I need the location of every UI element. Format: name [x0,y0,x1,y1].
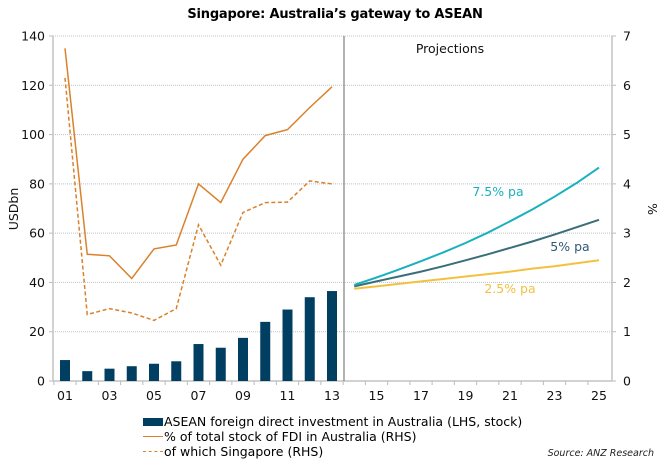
y2-axis-title: % [645,203,660,215]
bar-06 [171,361,182,381]
source-note: Source: ANZ Research [547,448,654,459]
y-tick-label: 20 [29,324,45,339]
y-axis-title: USDbn [6,188,21,231]
bar-07 [193,344,204,381]
y2-tick-label: 1 [623,324,631,339]
line-singapore-share [64,77,333,322]
x-tick-label: 17 [413,388,429,403]
bar-02 [82,371,93,381]
projection-line-5-pa [354,218,600,288]
x-tick-label: 19 [458,388,474,403]
bar-11 [282,309,293,381]
y-tick-label: 100 [21,127,45,142]
y2-tick-label: 3 [623,226,631,241]
x-tick-label: 01 [57,388,73,403]
y2-tick-label: 0 [623,374,631,389]
y-tick-label: 140 [21,29,45,44]
legend-item-asean-fdi: ASEAN foreign direct investment in Austr… [143,414,522,429]
bar-13 [327,291,337,381]
legend-bar-swatch [143,417,163,426]
y-tick-label: 60 [29,226,45,241]
legend-label: of which Singapore (RHS) [164,444,324,459]
bar-04 [126,366,137,381]
x-tick-label: 11 [280,388,296,403]
projection-line-7-5-pa [353,166,600,286]
annotation-5-pa: 5% pa [550,239,589,254]
bar-series [60,291,337,381]
bar-03 [104,368,115,381]
x-tick-label: 21 [502,388,518,403]
bar-01 [60,360,70,381]
x-tick-label: 23 [547,388,563,403]
y2-tick-label: 4 [623,176,631,191]
chart-title: Singapore: Australia’s gateway to ASEAN [187,7,483,22]
line-series [64,48,600,322]
legend-label: % of total stock of FDI in Australia (RH… [164,429,417,444]
x-tick-label: 05 [146,388,162,403]
x-tick-label: 25 [591,388,607,403]
y-tick-label: 40 [29,275,45,290]
y-tick-label: 0 [37,374,45,389]
projection-line-2-5-pa [354,259,600,290]
legend-label: ASEAN foreign direct investment in Austr… [164,414,523,429]
bar-05 [149,363,159,381]
legend-dashed-swatch [143,451,163,452]
y-tick-label: 120 [21,78,45,93]
y2-tick-label: 5 [623,127,631,142]
y2-tick-label: 2 [623,275,631,290]
x-tick-label: 15 [369,388,385,403]
x-tick-label: 07 [191,388,207,403]
y-tick-label: 80 [29,176,45,191]
bar-12 [304,297,315,381]
annotation-7-5-pa: 7.5% pa [472,184,523,199]
y2-tick-label: 7 [623,29,631,44]
legend: ASEAN foreign direct investment in Austr… [143,414,522,459]
bar-10 [260,321,271,381]
legend-item-singapore: of which Singapore (RHS) [143,444,522,459]
x-tick-label: 09 [235,388,251,403]
legend-line-swatch [143,436,163,437]
y2-tick-label: 6 [623,78,631,93]
line-total-fdi-share [64,48,333,280]
x-tick-label: 13 [324,388,340,403]
annotation-2-5-pa: 2.5% pa [484,281,535,296]
x-tick-label: 03 [102,388,118,403]
projections-label: Projections [416,41,484,56]
legend-item-total-fdi-share: % of total stock of FDI in Australia (RH… [143,429,522,444]
bar-08 [215,347,226,381]
bar-09 [238,337,248,381]
